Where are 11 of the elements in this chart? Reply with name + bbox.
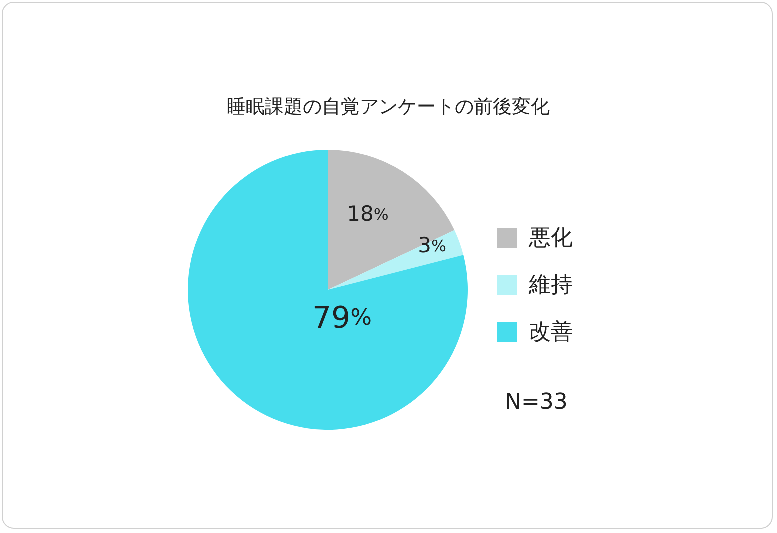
pie-slice	[328, 150, 455, 290]
legend-label: 悪化	[529, 224, 573, 252]
legend-label: 維持	[529, 272, 573, 300]
data-label: 79%	[312, 300, 372, 336]
pie-slice	[188, 150, 468, 430]
data-label: 3%	[418, 234, 447, 258]
text: N=33	[505, 390, 568, 415]
pie-slice	[328, 230, 464, 290]
chart-title: 睡眠課題の自覚アンケートの前後変化	[226, 95, 551, 120]
data-label: 18%	[347, 202, 389, 226]
legend-label: 改善	[529, 318, 573, 346]
